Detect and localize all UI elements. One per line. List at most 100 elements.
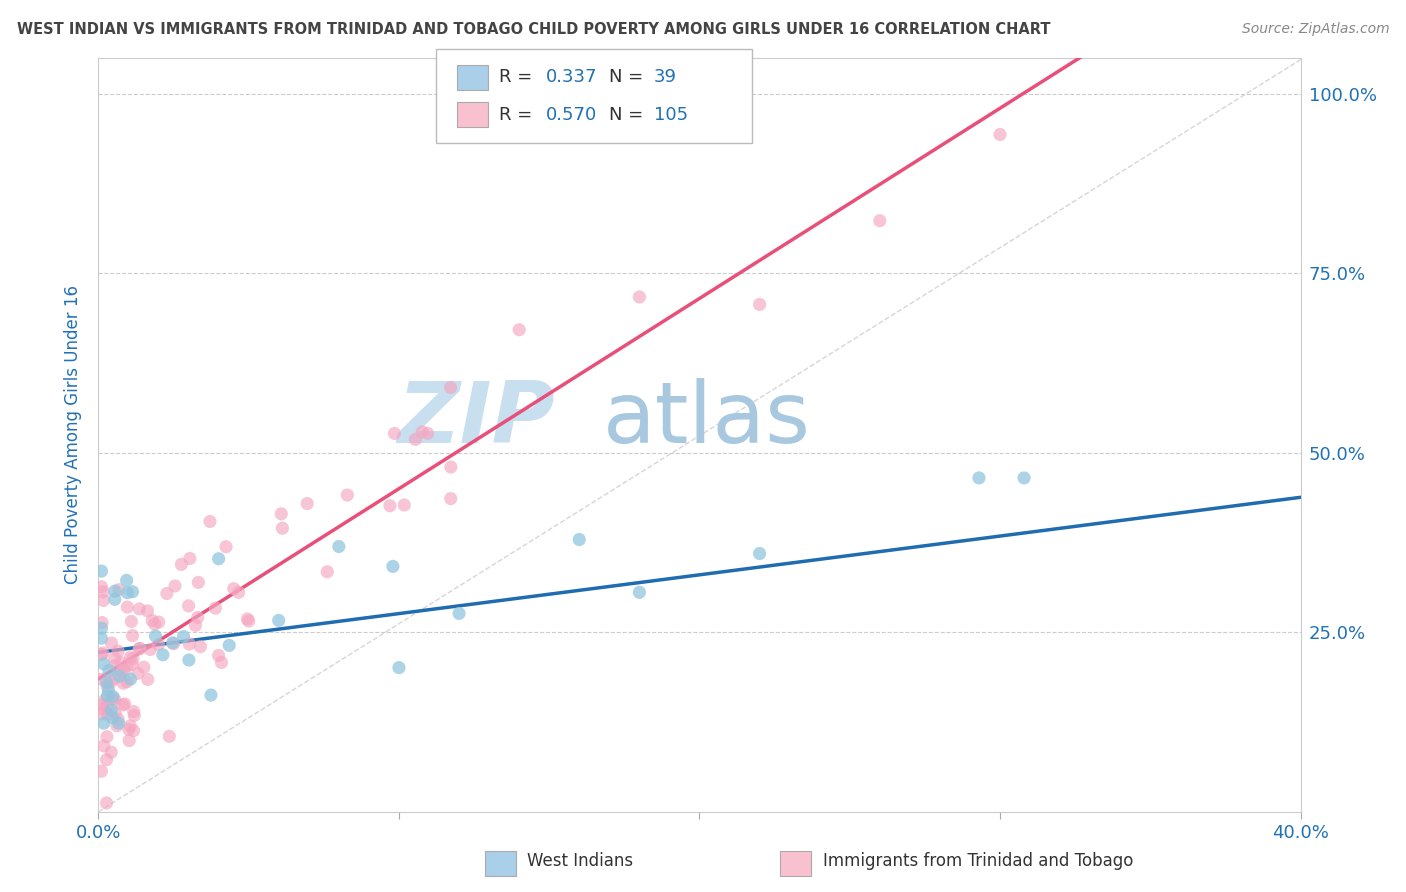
Point xyxy=(394,498,416,512)
Point xyxy=(104,706,127,720)
Point xyxy=(208,648,231,663)
Point xyxy=(748,547,770,561)
Point xyxy=(568,533,591,547)
Point xyxy=(139,642,162,657)
Point xyxy=(104,671,127,685)
Point xyxy=(988,128,1011,142)
Point xyxy=(93,657,115,671)
Text: 105: 105 xyxy=(654,105,688,123)
Point xyxy=(336,488,359,502)
Text: atlas: atlas xyxy=(603,378,811,461)
Point xyxy=(115,574,138,588)
Point xyxy=(93,693,115,707)
Point xyxy=(440,460,463,475)
Point xyxy=(127,666,149,681)
Point xyxy=(101,690,124,704)
Point xyxy=(411,425,433,439)
Point xyxy=(104,592,127,607)
Point xyxy=(110,656,132,670)
Point xyxy=(100,636,122,650)
Point xyxy=(100,675,122,690)
Point xyxy=(177,599,200,613)
Point xyxy=(152,648,174,662)
Point xyxy=(104,584,127,599)
Point xyxy=(97,683,120,698)
Text: WEST INDIAN VS IMMIGRANTS FROM TRINIDAD AND TOBAGO CHILD POVERTY AMONG GIRLS UND: WEST INDIAN VS IMMIGRANTS FROM TRINIDAD … xyxy=(17,22,1050,37)
Point xyxy=(440,491,463,506)
Point xyxy=(101,691,124,706)
Point xyxy=(117,585,139,599)
Point xyxy=(295,497,318,511)
Point xyxy=(218,639,240,653)
Point xyxy=(120,650,142,665)
Point xyxy=(128,641,150,656)
Point xyxy=(93,593,115,607)
Point xyxy=(439,380,461,394)
Point xyxy=(222,582,245,596)
Point xyxy=(96,679,118,693)
Point xyxy=(141,614,163,628)
Point xyxy=(157,729,180,743)
Point xyxy=(236,612,259,626)
Point xyxy=(93,698,115,712)
Point xyxy=(384,426,406,441)
Point xyxy=(117,600,139,615)
Point xyxy=(100,745,122,759)
Point xyxy=(104,692,127,706)
Text: N =: N = xyxy=(609,69,648,87)
Point xyxy=(91,646,114,660)
Point xyxy=(118,723,141,737)
Point xyxy=(121,629,143,643)
Point xyxy=(170,558,193,572)
Point xyxy=(136,673,159,687)
Text: ZIP: ZIP xyxy=(398,378,555,461)
Text: West Indians: West Indians xyxy=(527,852,633,870)
Point xyxy=(145,629,167,643)
Point xyxy=(128,602,150,616)
Point xyxy=(869,213,891,227)
Text: R =: R = xyxy=(499,69,538,87)
Point xyxy=(204,601,226,615)
Point xyxy=(104,658,127,673)
Point xyxy=(628,290,651,304)
Point xyxy=(120,672,142,686)
Point xyxy=(121,584,143,599)
Point xyxy=(121,657,143,672)
Point xyxy=(98,664,121,678)
Point xyxy=(748,297,770,311)
Y-axis label: Child Poverty Among Girls Under 16: Child Poverty Among Girls Under 16 xyxy=(65,285,83,584)
Point xyxy=(173,630,195,644)
Point xyxy=(447,607,470,621)
Point xyxy=(378,499,401,513)
Point xyxy=(628,585,651,599)
Point xyxy=(190,640,212,654)
Point xyxy=(267,614,290,628)
Point xyxy=(90,564,112,578)
Text: Immigrants from Trinidad and Tobago: Immigrants from Trinidad and Tobago xyxy=(823,852,1133,870)
Point xyxy=(96,698,118,713)
Point xyxy=(96,689,118,703)
Point xyxy=(90,706,112,721)
Text: 39: 39 xyxy=(654,69,676,87)
Point xyxy=(967,471,990,485)
Point xyxy=(100,703,122,717)
Point xyxy=(93,716,115,731)
Point xyxy=(132,660,155,674)
Point xyxy=(136,604,159,618)
Point xyxy=(96,796,118,810)
Point xyxy=(115,674,138,689)
Point xyxy=(96,753,118,767)
Point xyxy=(1012,471,1035,485)
Point xyxy=(228,585,250,599)
Point xyxy=(90,580,112,594)
Point xyxy=(179,637,201,651)
Point xyxy=(156,586,179,600)
Point xyxy=(177,653,200,667)
Point xyxy=(508,323,530,337)
Point xyxy=(90,621,112,635)
Point xyxy=(179,551,201,566)
Point xyxy=(270,507,292,521)
Point xyxy=(105,719,128,733)
Point xyxy=(122,705,145,719)
Point xyxy=(115,658,138,673)
